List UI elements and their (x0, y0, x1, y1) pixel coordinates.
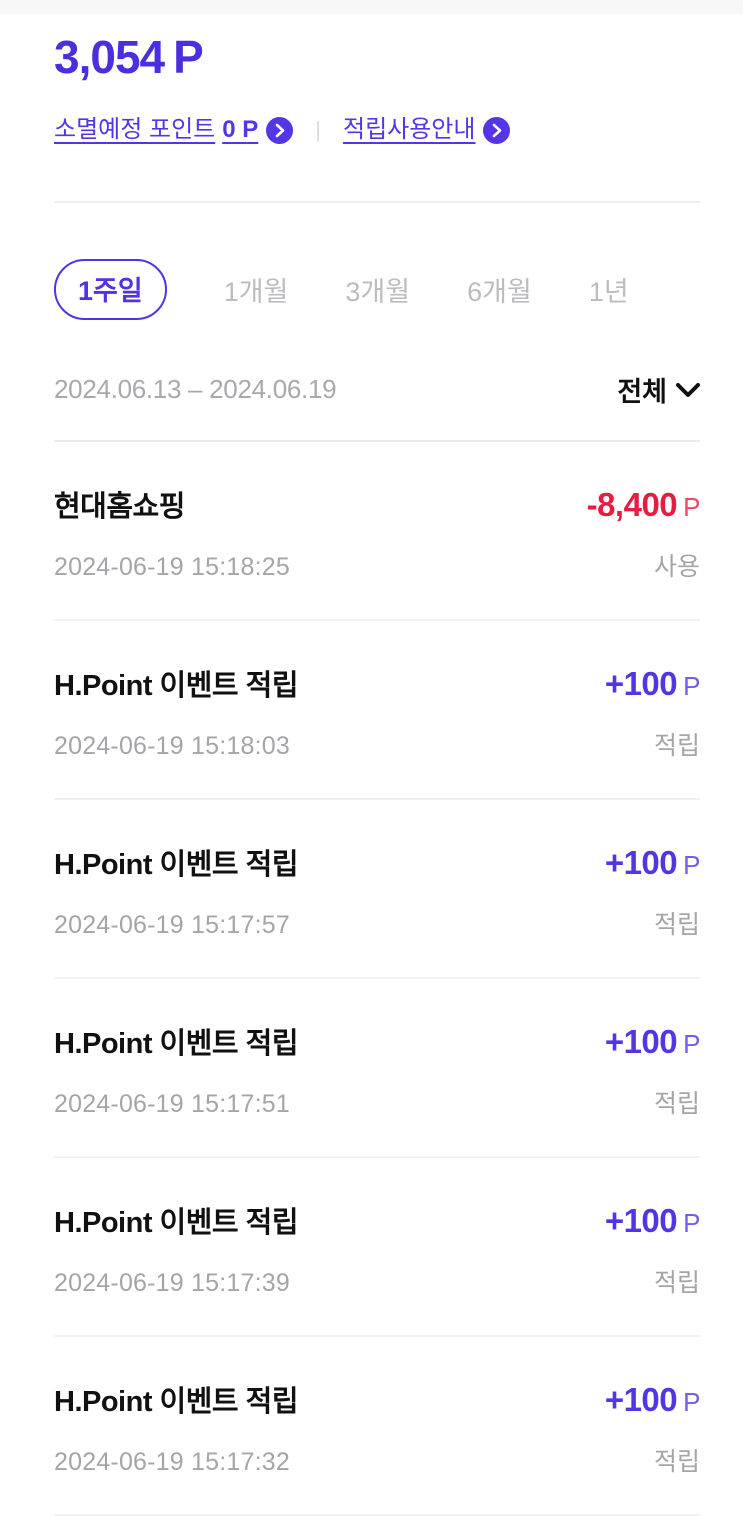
points-history-page: 3,054 P 소멸예정 포인트 0 P | 적립사용안내 1주일 (0, 32, 743, 1516)
period-tab[interactable]: 1주일 (54, 259, 167, 320)
transaction-amount-unit: P (683, 492, 700, 522)
transaction-amount-value: -8,400 (586, 486, 678, 523)
transaction-amount-unit: P (683, 850, 700, 880)
transaction-amount: +100 P (604, 844, 701, 882)
chevron-down-icon (676, 382, 700, 397)
point-balance-unit: P (173, 31, 204, 83)
section-divider (54, 201, 700, 203)
period-tab-label: 1주일 (78, 276, 143, 306)
transaction-amount: +100 P (604, 1202, 701, 1240)
transaction-type-dropdown[interactable]: 전체 (617, 370, 700, 409)
transaction-status-badge: 적립 (653, 732, 700, 760)
period-tabs: 1주일 1개월 3개월 6개월 1년 (54, 259, 700, 320)
chevron-right-circle-icon (266, 116, 294, 144)
expiring-points-value: 0 P (222, 116, 259, 143)
transaction-row: H.Point 이벤트 적립 +100 P 2024-06-19 15:18:03… (54, 621, 700, 800)
transaction-title: 현대홈쇼핑 (54, 491, 185, 523)
transaction-amount: +100 P (604, 665, 701, 703)
transaction-amount-value: +100 (604, 1023, 678, 1060)
transaction-amount: +100 P (604, 1381, 701, 1419)
period-tab-label: 3개월 (345, 277, 411, 307)
transaction-amount-value: +100 (604, 1202, 678, 1239)
transaction-title: H.Point 이벤트 적립 (54, 849, 299, 881)
period-tab-label: 1개월 (223, 277, 289, 307)
point-balance: 3,054 P (54, 32, 700, 82)
transaction-list: 현대홈쇼핑 -8,400 P 2024-06-19 15:18:25 사용 H.P… (54, 442, 700, 1516)
period-tab[interactable]: 1개월 (224, 270, 289, 309)
transaction-status-badge: 적립 (653, 1090, 700, 1118)
period-tab[interactable]: 3개월 (345, 270, 410, 309)
transaction-row: H.Point 이벤트 적립 +100 P 2024-06-19 15:17:57… (54, 800, 700, 979)
usage-guide-link[interactable]: 적립사용안내 (342, 114, 511, 146)
transaction-datetime: 2024-06-19 15:17:57 (54, 911, 290, 939)
transaction-amount-unit: P (683, 671, 700, 701)
transaction-amount: -8,400 P (586, 486, 701, 524)
transaction-status-badge: 적립 (653, 1448, 700, 1476)
usage-guide-label: 적립사용안내 (342, 116, 476, 143)
transaction-datetime: 2024-06-19 15:17:39 (54, 1269, 290, 1297)
transaction-datetime: 2024-06-19 15:18:03 (54, 732, 290, 760)
transaction-row: 현대홈쇼핑 -8,400 P 2024-06-19 15:18:25 사용 (54, 442, 700, 621)
chevron-right-circle-icon (483, 116, 511, 144)
links-row: 소멸예정 포인트 0 P | 적립사용안내 (54, 114, 700, 146)
transaction-type-label: 전체 (617, 377, 667, 407)
transaction-row: H.Point 이벤트 적립 +100 P 2024-06-19 15:17:39… (54, 1158, 700, 1337)
transaction-datetime: 2024-06-19 15:17:51 (54, 1090, 290, 1118)
date-range: 2024.06.13 – 2024.06.19 (54, 374, 337, 404)
transaction-datetime: 2024-06-19 15:18:25 (54, 553, 290, 581)
transaction-title: H.Point 이벤트 적립 (54, 670, 299, 702)
link-separator: | (315, 117, 321, 142)
filter-row: 2024.06.13 – 2024.06.19 전체 (54, 370, 700, 409)
period-tab-label: 6개월 (467, 277, 532, 307)
transaction-row: H.Point 이벤트 적립 +100 P 2024-06-19 15:17:51… (54, 979, 700, 1158)
transaction-datetime: 2024-06-19 15:17:32 (54, 1448, 290, 1476)
transaction-row: H.Point 이벤트 적립 +100 P 2024-06-19 15:17:32… (54, 1337, 700, 1516)
period-tab[interactable]: 1년 (589, 270, 629, 309)
expiring-points-label: 소멸예정 포인트 (54, 116, 216, 143)
transaction-amount: +100 P (604, 1023, 701, 1061)
period-tab[interactable]: 6개월 (467, 270, 532, 309)
transaction-status-badge: 적립 (653, 1269, 700, 1297)
transaction-title: H.Point 이벤트 적립 (54, 1386, 299, 1418)
transaction-status-badge: 적립 (653, 911, 700, 939)
transaction-amount-value: +100 (604, 844, 678, 881)
transaction-status-badge: 사용 (653, 553, 700, 581)
transaction-amount-value: +100 (604, 1381, 678, 1418)
transaction-title: H.Point 이벤트 적립 (54, 1028, 299, 1060)
period-tab-label: 1년 (588, 277, 629, 307)
top-edge-strip (0, 0, 743, 14)
transaction-amount-unit: P (683, 1029, 700, 1059)
transaction-amount-unit: P (683, 1208, 700, 1238)
transaction-amount-value: +100 (604, 665, 678, 702)
point-balance-amount: 3,054 (54, 31, 165, 83)
section-divider (54, 440, 700, 442)
transaction-title: H.Point 이벤트 적립 (54, 1207, 299, 1239)
expiring-points-link[interactable]: 소멸예정 포인트 0 P (54, 114, 294, 146)
